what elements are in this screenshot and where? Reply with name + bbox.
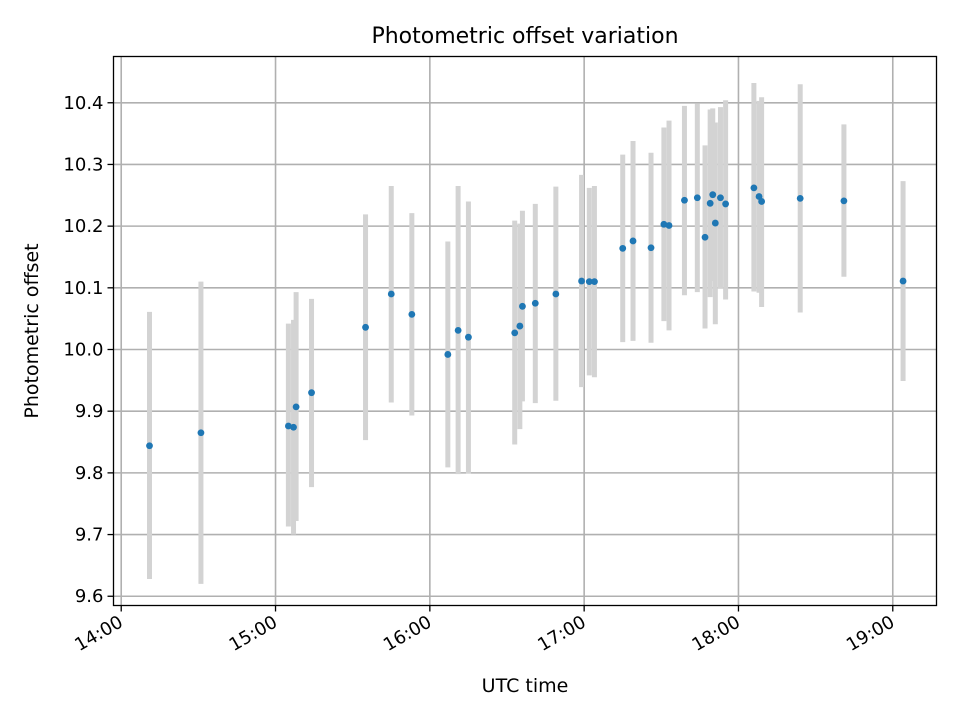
y-tick-label: 9.8	[75, 463, 104, 484]
y-tick-label: 9.7	[75, 525, 104, 546]
y-tick-label: 9.6	[75, 586, 104, 607]
data-point	[511, 329, 519, 337]
data-point	[840, 197, 848, 205]
data-point	[408, 310, 416, 318]
data-point	[387, 290, 395, 298]
data-point	[717, 194, 724, 202]
data-point	[629, 237, 637, 245]
data-point	[465, 333, 472, 341]
data-point	[899, 277, 907, 285]
data-point	[454, 326, 462, 334]
data-point	[531, 299, 539, 307]
data-point	[701, 233, 709, 241]
data-point	[660, 220, 668, 228]
data-point	[146, 442, 153, 450]
data-point	[665, 222, 673, 229]
data-point	[796, 194, 804, 202]
data-point	[711, 219, 719, 227]
y-axis-ticks: 9.6 9.7 9.8 9.9 10.0 10.1 10.2 10.3 10.4	[63, 93, 114, 607]
data-point	[197, 429, 205, 437]
data-point	[308, 389, 315, 397]
x-axis-label: UTC time	[482, 675, 569, 697]
data-point	[750, 184, 758, 192]
plot-frame	[112, 55, 938, 607]
data-point	[362, 323, 369, 331]
data-points	[146, 184, 907, 450]
data-point	[578, 277, 585, 285]
y-tick-label: 10.1	[63, 278, 103, 299]
y-tick-label: 10.4	[63, 93, 103, 114]
data-point	[290, 423, 297, 431]
data-point	[647, 244, 655, 252]
data-point	[444, 351, 452, 358]
y-tick-label: 9.9	[75, 401, 104, 422]
y-tick-label: 10.2	[63, 216, 103, 237]
data-point	[519, 302, 526, 310]
data-point	[516, 322, 524, 330]
data-point	[693, 194, 701, 202]
y-tick-label: 10.3	[63, 154, 103, 175]
data-point	[585, 278, 593, 286]
chart-title: Photometric offset variation	[371, 24, 678, 49]
y-tick-label: 10.0	[63, 340, 103, 361]
data-point	[284, 422, 292, 430]
y-axis-label: Photometric offset	[21, 243, 43, 418]
data-point	[619, 244, 627, 252]
data-point	[709, 191, 717, 199]
data-point	[722, 200, 730, 208]
data-point	[758, 198, 766, 205]
data-point	[292, 403, 300, 411]
data-point	[591, 278, 598, 286]
data-point	[706, 199, 714, 207]
data-point	[552, 290, 560, 298]
data-point	[681, 196, 688, 204]
